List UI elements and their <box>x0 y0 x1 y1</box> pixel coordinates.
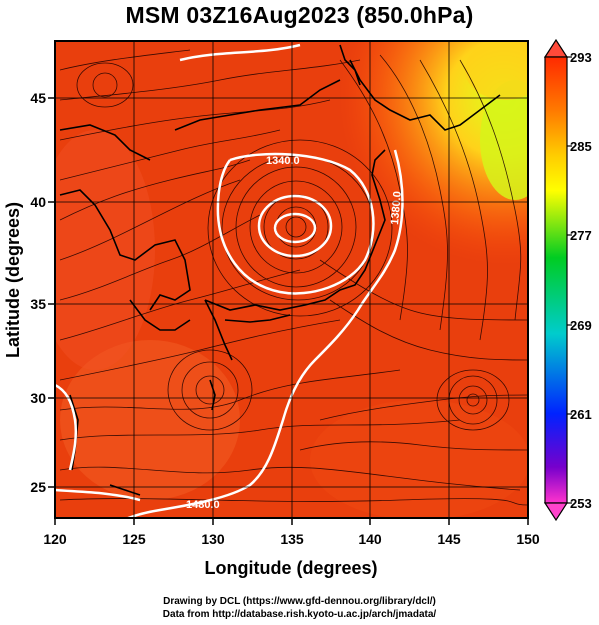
x-tick-label: 145 <box>437 531 461 547</box>
x-tick-label: 135 <box>280 531 304 547</box>
y-tick-label: 40 <box>30 194 46 210</box>
contour-labels: 1340.0 1480.0 1380.0 <box>186 155 404 511</box>
y-tick-label: 35 <box>30 296 46 312</box>
colorbar-bottom-arrow <box>543 502 569 522</box>
colorbar-label: 285 <box>570 139 592 154</box>
colorbar-label: 293 <box>570 50 592 65</box>
x-tick-label: 150 <box>516 531 540 547</box>
contour-label-1340: 1340.0 <box>266 155 300 167</box>
x-tick-labels: 120 125 130 135 140 145 150 <box>43 531 540 547</box>
x-axis-label: Longitude (degrees) <box>204 558 377 578</box>
x-tick-label: 120 <box>43 531 67 547</box>
colorbar: 293 285 277 269 261 253 <box>543 38 592 522</box>
credit-drawing: Drawing by DCL (https://www.gfd-dennou.o… <box>163 596 436 607</box>
y-axis-label: Latitude (degrees) <box>3 202 23 358</box>
colorbar-scale <box>544 56 568 504</box>
colorbar-label: 269 <box>570 318 592 333</box>
y-tick-labels: 25 30 35 40 45 <box>30 90 46 495</box>
tick-marks <box>48 97 529 525</box>
colorbar-labels: 293 285 277 269 261 253 <box>570 50 592 511</box>
temperature-field <box>55 41 528 518</box>
y-tick-label: 45 <box>30 90 46 106</box>
y-tick-label: 25 <box>30 479 46 495</box>
map-title: MSM 03Z16Aug2023 (850.0hPa) <box>125 2 474 28</box>
contour-label-1380: 1380.0 <box>389 191 404 226</box>
colorbar-label: 253 <box>570 496 592 511</box>
credit-data: Data from http://database.rish.kyoto-u.a… <box>162 609 437 620</box>
height-contours <box>55 43 404 518</box>
x-tick-label: 125 <box>122 531 146 547</box>
colorbar-label: 277 <box>570 228 592 243</box>
streamlines <box>59 49 528 506</box>
colorbar-top-arrow <box>543 38 569 58</box>
colorbar-label: 261 <box>570 407 592 422</box>
y-tick-label: 30 <box>30 390 46 406</box>
x-tick-label: 140 <box>358 531 382 547</box>
grid <box>55 41 528 518</box>
contour-label-1480: 1480.0 <box>186 499 220 511</box>
x-tick-label: 130 <box>201 531 225 547</box>
